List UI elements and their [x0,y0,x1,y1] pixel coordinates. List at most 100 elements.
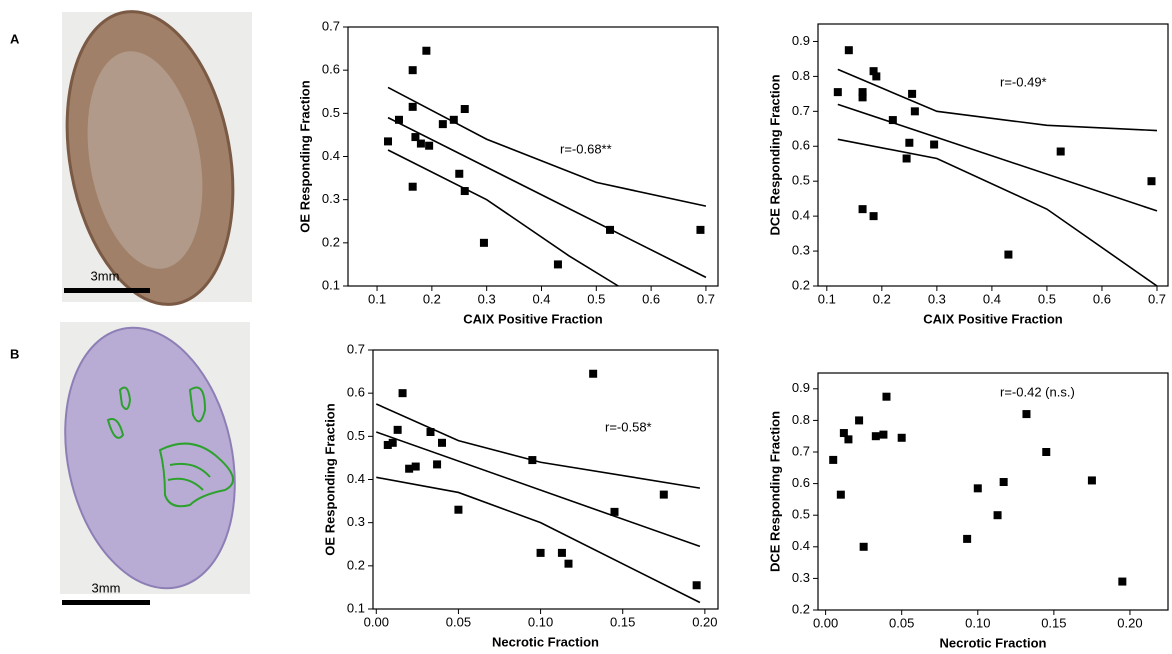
x-tick-label: 0.05 [446,614,471,629]
y-tick-label: 0.5 [792,507,810,522]
data-point [1056,147,1065,156]
y-tick-label: 0.6 [792,475,810,490]
annotation: r=-0.68** [560,141,612,156]
fit-line [376,476,701,604]
data-point [888,116,897,125]
x-tick-label: 0.2 [423,291,441,306]
y-tick-label: 0.9 [792,380,810,395]
x-tick-label: 0.7 [697,291,715,306]
y-tick-label: 0.7 [347,341,365,356]
y-tick-label: 0.6 [792,138,810,153]
data-point [858,88,867,97]
x-tick-label: 0.20 [1117,615,1142,630]
y-tick-label: 0.3 [347,514,365,529]
data-point [553,260,562,269]
x-tick-label: 0.00 [813,615,838,630]
x-axis-label: CAIX Positive Fraction [463,311,602,326]
data-point [844,46,853,55]
x-tick-label: 0.3 [478,291,496,306]
data-point [408,182,417,191]
fit-line [375,403,701,489]
x-tick-label: 0.15 [1041,615,1066,630]
y-tick-label: 0.4 [792,538,810,553]
data-point [858,93,867,102]
fit-line [376,431,701,548]
data-point [564,559,573,568]
x-tick-label: 0.5 [587,291,605,306]
plot-frame [347,26,719,287]
panel-label: B [10,346,19,361]
data-point [411,133,420,142]
x-tick-label: 0.10 [528,614,553,629]
data-point [999,478,1008,487]
necrotic-contour [106,386,234,508]
plot-frame [817,23,1169,287]
x-tick-label: 0.2 [873,291,891,306]
data-point [1118,577,1127,586]
data-point [844,435,853,444]
data-point [449,115,458,124]
data-point [1042,448,1051,456]
x-tick-label: 0.3 [928,291,946,306]
data-point [869,212,878,221]
scale-bar-label: 3mm [92,580,121,595]
y-axis-label: OE Responding Fraction [322,403,337,555]
data-point [1022,410,1031,419]
data-point [589,369,598,378]
y-tick-label: 0.1 [347,600,365,615]
fit-line [837,68,1158,132]
y-tick-label: 0.7 [322,18,340,33]
data-point [973,484,982,493]
y-tick-label: 0.7 [792,443,810,458]
data-point [858,205,867,214]
data-point [839,429,848,438]
y-tick-label: 0.2 [792,601,810,616]
data-point [1147,177,1156,186]
data-point [993,511,1002,520]
data-point [398,389,407,398]
x-tick-label: 0.5 [1038,291,1056,306]
y-tick-label: 0.3 [322,191,340,206]
data-point [405,464,414,473]
data-point [963,534,972,543]
data-point [833,88,842,97]
tissue-texture [87,51,203,269]
data-point [557,548,566,557]
data-point [536,548,545,557]
x-tick-label: 0.15 [610,614,635,629]
data-point [408,66,417,75]
data-point [692,581,701,590]
x-axis-label: Necrotic Fraction [492,634,599,649]
y-axis-label: DCE Responding Fraction [767,74,782,235]
annotation: r=-0.42 (n.s.) [1000,384,1075,399]
data-point [869,67,878,76]
data-point [606,225,615,234]
data-point [882,392,891,401]
fit-line [387,116,707,279]
data-point [425,141,434,150]
x-tick-label: 0.1 [368,291,386,306]
y-axis-label: DCE Responding Fraction [767,411,782,572]
y-tick-label: 0.4 [347,471,365,486]
x-tick-label: 0.00 [364,614,389,629]
data-point [394,115,403,124]
data-point [422,46,431,55]
x-tick-label: 0.1 [818,291,836,306]
data-point [433,460,442,469]
y-tick-label: 0.7 [792,103,810,118]
annotation: r=-0.58* [605,419,652,434]
data-point [411,462,420,471]
y-tick-label: 0.1 [322,277,340,292]
data-point [859,542,868,551]
y-tick-label: 0.8 [792,412,810,427]
data-point [408,102,417,111]
x-axis-label: CAIX Positive Fraction [923,311,1062,326]
y-tick-label: 0.4 [322,148,340,163]
data-point [905,138,914,147]
data-point [455,169,464,178]
data-point [836,490,845,499]
scale-bar-label: 3mm [91,268,120,283]
data-point [930,140,939,149]
fit-line [837,103,1158,212]
